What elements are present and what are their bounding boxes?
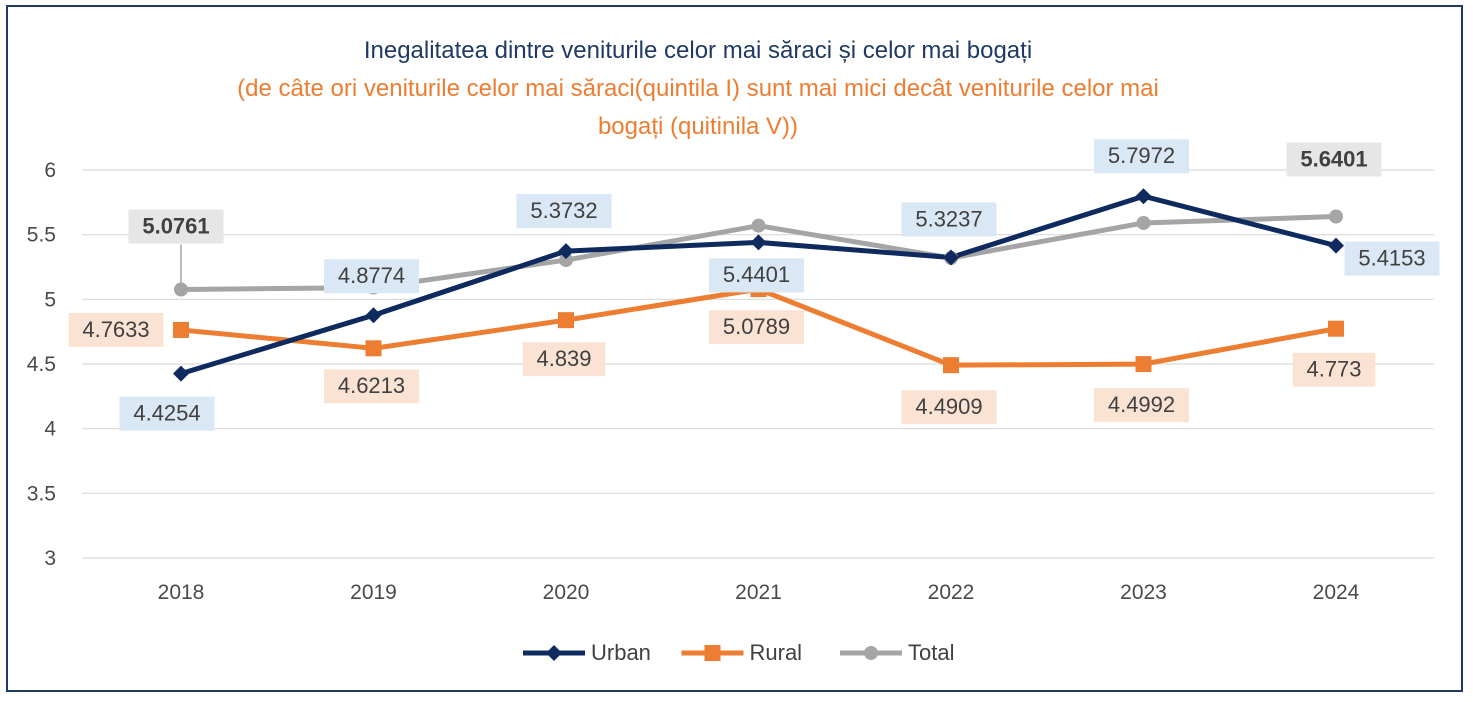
legend-item-rural: Rural [681, 640, 803, 665]
data-label-urban: 4.8774 [324, 259, 419, 294]
chart-subtitle-line-2: bogați (quitinila V)) [598, 113, 798, 140]
data-label-text: 4.839 [536, 346, 591, 371]
data-label-urban: 5.4153 [1344, 241, 1440, 276]
legend-label: Total [908, 640, 954, 665]
data-point-rural [558, 312, 574, 329]
legend-label: Urban [591, 640, 651, 665]
data-label-bg [522, 342, 606, 377]
y-tick-label: 6 [44, 159, 56, 182]
legend: Urban Rural Total [523, 640, 954, 665]
data-label-bg [119, 396, 215, 431]
data-point-rural [173, 321, 189, 338]
data-label-text: 5.6401 [1300, 146, 1367, 171]
x-tick-label: 2020 [543, 581, 590, 604]
legend-marker [546, 645, 562, 661]
data-point-urban [1328, 237, 1344, 254]
data-label-text: 5.7972 [1108, 143, 1175, 168]
x-tick-label: 2018 [158, 581, 205, 604]
data-label-text: 4.6213 [338, 373, 405, 398]
data-label-bg [901, 390, 997, 425]
legend-item-total: Total [840, 640, 954, 665]
y-tick-label: 5 [44, 288, 56, 311]
data-label-rural: 4.7633 [68, 312, 164, 347]
legend-marker [704, 645, 721, 661]
data-label-text: 4.4254 [133, 400, 200, 425]
data-label-urban: 5.3237 [901, 202, 997, 237]
data-point-rural [1328, 320, 1344, 337]
data-point-rural [365, 340, 382, 357]
data-label-bg [516, 194, 612, 229]
data-label-text: 5.4401 [723, 262, 790, 287]
data-label-bg [901, 202, 997, 237]
data-label-rural: 5.0789 [709, 310, 804, 345]
data-label-text: 4.7633 [82, 317, 149, 342]
legend-label: Rural [750, 640, 803, 665]
data-label-bg [68, 312, 164, 347]
data-point-urban [943, 249, 959, 266]
legend-item-urban: Urban [523, 640, 651, 665]
data-point-rural [943, 357, 959, 374]
y-tick-label: 3 [44, 547, 56, 570]
y-tick-label: 4.5 [27, 353, 56, 376]
data-label-bg [1292, 352, 1376, 387]
x-tick-label: 2021 [735, 581, 782, 604]
data-label-text: 5.3732 [530, 198, 597, 223]
data-point-urban [173, 365, 189, 382]
data-label-bg [709, 310, 804, 345]
gridlines [82, 169, 1434, 559]
data-label-text: 5.0761 [142, 213, 209, 238]
chart-subtitle-line-1: (de câte ori veniturile celor mai săraci… [237, 75, 1159, 102]
data-label-rural: 4.4909 [901, 390, 997, 425]
data-label-bg [324, 369, 419, 404]
data-point-rural [1135, 356, 1152, 373]
data-point-urban [365, 307, 382, 324]
x-axis-ticks: 2018 2019 2020 2021 2022 2023 2024 [158, 581, 1360, 604]
data-label-rural: 4.6213 [324, 369, 419, 404]
data-label-bg [1344, 241, 1440, 276]
data-point-total [559, 253, 573, 268]
data-label-urban: 5.7972 [1094, 139, 1189, 174]
chart-title: Inegalitatea dintre veniturile celor mai… [364, 37, 1032, 64]
data-label-bg [1286, 142, 1382, 177]
data-label-rural: 4.773 [1292, 352, 1376, 387]
legend-marker [864, 646, 878, 660]
data-point-total [1329, 209, 1343, 224]
y-tick-label: 3.5 [27, 482, 56, 505]
y-tick-label: 5.5 [27, 224, 56, 247]
data-label-bg [1094, 139, 1189, 174]
series-markers [173, 188, 1344, 382]
data-label-urban: 5.3732 [516, 194, 612, 229]
data-label-bg [1094, 388, 1189, 423]
data-point-total [1136, 215, 1151, 230]
x-tick-label: 2023 [1120, 581, 1167, 604]
data-label-urban: 4.4254 [119, 396, 215, 431]
x-tick-label: 2024 [1313, 581, 1360, 604]
data-label-text: 5.0789 [723, 314, 790, 339]
data-label-urban: 5.4401 [709, 258, 804, 293]
x-tick-label: 2019 [350, 581, 397, 604]
data-label-total: 5.0761 [128, 209, 224, 290]
data-label-text: 4.4909 [915, 394, 982, 419]
data-point-total [751, 218, 766, 233]
data-point-urban [750, 234, 767, 251]
data-label-bg [324, 259, 419, 294]
data-label-text: 4.773 [1306, 357, 1361, 382]
data-label-text: 4.8774 [338, 263, 405, 288]
x-tick-label: 2022 [928, 581, 975, 604]
data-point-urban [1135, 188, 1152, 205]
data-label-rural: 4.839 [522, 342, 606, 377]
data-label-bg [709, 258, 804, 293]
y-axis-ticks: 3 3.5 4 4.5 5 5.5 6 [27, 159, 57, 570]
data-label-total: 5.6401 [1286, 142, 1382, 177]
data-label-text: 5.3237 [915, 206, 982, 231]
data-point-urban [558, 243, 574, 260]
data-label-bg [128, 209, 224, 244]
data-labels: 4.4254 4.8774 5.3732 5.4401 5.3237 5.7972 5.41… [68, 139, 1440, 431]
data-label-rural: 4.4992 [1094, 388, 1189, 423]
y-tick-label: 4 [44, 418, 56, 441]
data-label-text: 4.4992 [1108, 392, 1175, 417]
data-label-text: 5.4153 [1358, 245, 1425, 270]
